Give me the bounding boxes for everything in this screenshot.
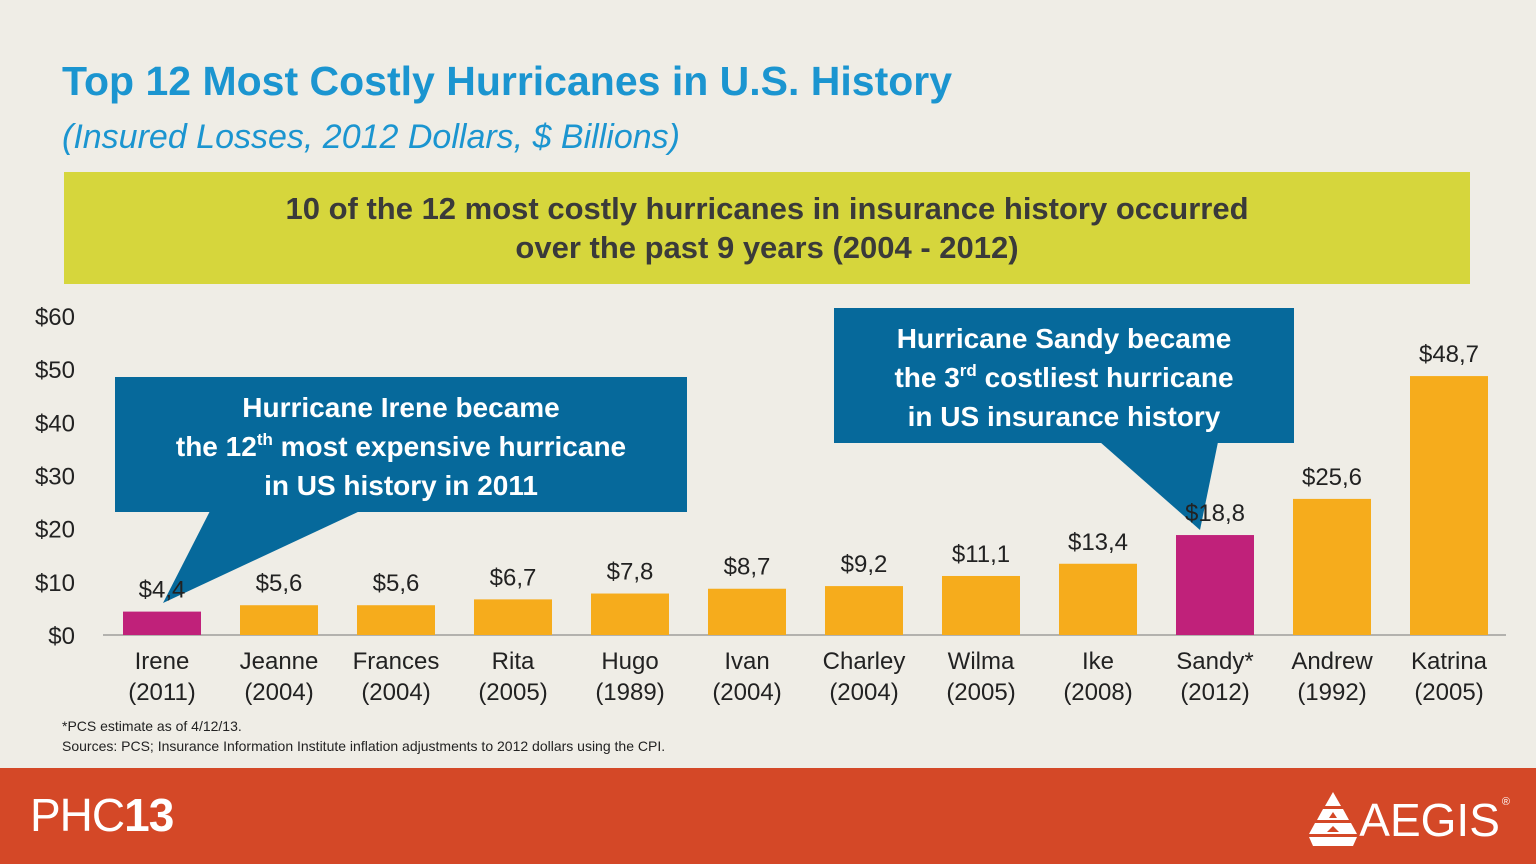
x-category-label: Ivan xyxy=(724,648,769,675)
bar-jeanne xyxy=(240,605,318,635)
data-label: $9,2 xyxy=(841,551,888,578)
irene-callout-text: Hurricane Irene became the 12th most exp… xyxy=(115,388,687,505)
irene-callout-box xyxy=(115,377,687,512)
sandy-callout-text: Hurricane Sandy became the 3rd costliest… xyxy=(834,319,1294,436)
y-tick-label: $60 xyxy=(35,304,75,331)
x-category-year: (2004) xyxy=(361,679,430,706)
bar-chart: $0 $10 $20 $30 $40 $50 $60 $4,4 Irene (2011) $5,6… xyxy=(35,304,1506,706)
footer-bar: PHC13 AEGIS ® xyxy=(0,768,1536,864)
data-label: $4,4 xyxy=(139,577,186,604)
x-category-year: (2008) xyxy=(1063,679,1132,706)
bar-ivan xyxy=(708,588,786,635)
bar-rita xyxy=(474,599,552,635)
bar-sandy xyxy=(1176,535,1254,635)
x-category-label: Katrina xyxy=(1411,648,1488,675)
x-category-year: (1989) xyxy=(595,679,664,706)
data-label: $5,6 xyxy=(373,570,420,597)
sandy-callout-line-1: Hurricane Sandy became xyxy=(896,323,1232,354)
highlight-banner: 10 of the 12 most costly hurricanes in i… xyxy=(64,172,1470,284)
irene-callout-line-2: the 12th most expensive hurricane xyxy=(175,430,627,462)
data-label: $18,8 xyxy=(1185,500,1245,527)
x-category-year: (2004) xyxy=(244,679,313,706)
sandy-callout-line-2: the 3rd costliest hurricane xyxy=(894,361,1234,393)
x-category-label: Jeanne xyxy=(240,648,319,675)
footnote-estimate: *PCS estimate as of 4/12/13. xyxy=(62,718,242,734)
data-label: $5,6 xyxy=(256,570,303,597)
bar-irene xyxy=(123,611,201,635)
x-category-label: Wilma xyxy=(948,648,1015,675)
aegis-logo: AEGIS ® xyxy=(1307,790,1510,850)
bar-wilma xyxy=(942,575,1020,635)
x-category-label: Charley xyxy=(823,648,906,675)
registered-mark: ® xyxy=(1501,796,1510,808)
data-label: $8,7 xyxy=(724,554,771,581)
x-category-year: (2012) xyxy=(1180,679,1249,706)
phc13-logo: PHC13 xyxy=(30,789,174,841)
y-tick-label: $50 xyxy=(35,357,75,384)
data-label: $25,6 xyxy=(1302,464,1362,491)
data-label: $48,7 xyxy=(1419,341,1479,368)
y-tick-label: $40 xyxy=(35,410,75,437)
x-category-label: Frances xyxy=(353,648,440,675)
x-category-label: Andrew xyxy=(1291,648,1373,675)
aegis-wordmark: AEGIS xyxy=(1359,794,1500,846)
banner-line-1: 10 of the 12 most costly hurricanes in i… xyxy=(285,191,1249,226)
y-tick-label: $30 xyxy=(35,464,75,491)
bar-hugo xyxy=(591,593,669,635)
x-category-label: Ike xyxy=(1082,648,1114,675)
bar-andrew xyxy=(1293,498,1371,635)
x-category-year: (2004) xyxy=(829,679,898,706)
bar-charley xyxy=(825,586,903,635)
banner-line-2: over the past 9 years (2004 - 2012) xyxy=(515,230,1019,265)
y-tick-label: $20 xyxy=(35,517,75,544)
y-tick-label: $10 xyxy=(35,570,75,597)
bar-ike xyxy=(1059,563,1137,635)
sandy-callout-pointer xyxy=(1100,442,1218,530)
irene-callout-line-1: Hurricane Irene became xyxy=(242,392,560,423)
x-category-label: Sandy* xyxy=(1176,648,1253,675)
data-label: $13,4 xyxy=(1068,529,1128,556)
bar-katrina xyxy=(1410,376,1488,635)
x-category-year: (2005) xyxy=(946,679,1015,706)
x-category-year: (1992) xyxy=(1297,679,1366,706)
page-title: Top 12 Most Costly Hurricanes in U.S. Hi… xyxy=(62,58,953,104)
data-label: $6,7 xyxy=(490,564,537,591)
y-tick-label: $0 xyxy=(48,623,75,650)
sandy-callout-line-3: in US insurance history xyxy=(907,401,1221,432)
aegis-pyramid-icon xyxy=(1309,792,1358,846)
data-label: $11,1 xyxy=(952,541,1010,568)
x-category-label: Irene xyxy=(135,648,190,675)
bar-frances xyxy=(357,605,435,635)
x-category-year: (2005) xyxy=(478,679,547,706)
sandy-callout-box xyxy=(834,308,1294,443)
x-category-year: (2004) xyxy=(712,679,781,706)
footnote-sources: Sources: PCS; Insurance Information Inst… xyxy=(62,738,666,754)
x-category-label: Hugo xyxy=(601,648,658,675)
irene-callout-pointer xyxy=(163,511,360,603)
data-label: $7,8 xyxy=(607,559,654,586)
x-category-year: (2011) xyxy=(128,679,196,706)
irene-callout-line-3: in US history in 2011 xyxy=(264,470,538,501)
x-category-year: (2005) xyxy=(1414,679,1483,706)
page-subtitle: (Insured Losses, 2012 Dollars, $ Billion… xyxy=(62,118,680,156)
x-category-label: Rita xyxy=(492,648,535,675)
